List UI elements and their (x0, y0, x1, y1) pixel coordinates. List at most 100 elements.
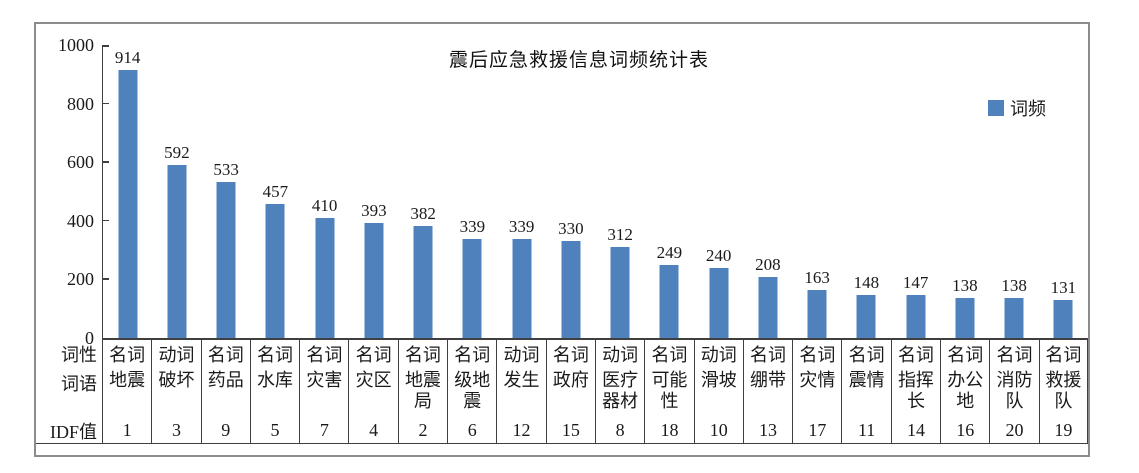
cell-idf: 4 (348, 418, 397, 443)
bar (610, 247, 630, 338)
cell-word: 绷带 (742, 368, 792, 418)
bar (856, 295, 876, 338)
bar (118, 70, 138, 338)
cell-word: 消防队 (989, 368, 1038, 418)
bar-value-label: 312 (607, 225, 633, 244)
cell-pos: 名词 (348, 340, 397, 368)
cell-word: 滑坡 (693, 368, 743, 418)
cell-word: 震情 (841, 368, 890, 418)
cell-word: 办公地 (940, 368, 989, 418)
cell-pos: 动词 (151, 340, 200, 368)
cell-idf: 20 (989, 418, 1038, 443)
cell-pos: 名词 (102, 340, 151, 368)
cell-idf: 18 (644, 418, 693, 443)
legend: 词频 (988, 95, 1046, 121)
cell-pos: 名词 (249, 340, 299, 368)
bar-column-破坏: 592 (152, 45, 201, 338)
y-tick-mark (103, 102, 109, 105)
cell-word: 药品 (200, 368, 250, 418)
bar-column-水库: 457 (251, 45, 300, 338)
bar (265, 204, 285, 338)
bar-column-级地震: 339 (448, 45, 497, 338)
bar-column-救援队: 131 (1039, 45, 1088, 338)
cell-word: 政府 (545, 368, 595, 418)
row-label-idf: IDF值 (49, 421, 97, 442)
cell-word: 灾情 (792, 368, 841, 418)
cell-idf: 13 (742, 418, 792, 443)
bar-value-label: 147 (902, 273, 929, 292)
y-tick-mark (103, 45, 109, 47)
cell-pos: 动词 (693, 340, 743, 368)
cell-word: 救援队 (1038, 368, 1088, 418)
bar-column-灾害: 410 (300, 45, 349, 338)
y-tick-mark (103, 219, 109, 222)
row-label-pos: 词性 (61, 345, 97, 365)
bar (216, 182, 236, 338)
cell-pos: 名词 (742, 340, 792, 368)
bar-value-label: 457 (262, 182, 289, 201)
cell-word: 医疗器材 (594, 368, 644, 418)
cell-word: 可能性 (644, 368, 693, 418)
cell-pos: 名词 (644, 340, 693, 368)
cell-word: 灾区 (348, 368, 397, 418)
bar (1053, 300, 1073, 338)
bar-column-地震: 914 (103, 45, 152, 338)
cell-word: 地震 (102, 368, 151, 418)
bar-column-绷带: 208 (743, 45, 792, 338)
y-tick-label: 200 (67, 269, 94, 290)
cell-pos: 名词 (299, 340, 348, 368)
cell-idf: 9 (200, 418, 250, 443)
bar (364, 223, 384, 338)
cell-pos: 名词 (989, 340, 1038, 368)
bar (758, 277, 778, 338)
cell-word: 破坏 (151, 368, 200, 418)
row-label-word: 词语 (61, 374, 97, 394)
cell-idf: 15 (545, 418, 595, 443)
cell-word: 灾害 (299, 368, 348, 418)
cell-pos: 名词 (200, 340, 250, 368)
bar-column-地震局: 382 (399, 45, 448, 338)
bar-column-滑坡: 240 (694, 45, 743, 338)
bar-column-发生: 339 (497, 45, 546, 338)
y-tick-label: 1000 (58, 35, 94, 55)
bar-column-灾情: 163 (793, 45, 842, 338)
bar (906, 295, 926, 338)
cell-idf: 19 (1038, 418, 1088, 443)
cell-word: 指挥长 (890, 368, 940, 418)
cell-pos: 动词 (594, 340, 644, 368)
cell-idf: 3 (151, 418, 200, 443)
cell-pos: 名词 (545, 340, 595, 368)
y-tick-label: 600 (67, 152, 94, 173)
cell-pos: 名词 (792, 340, 841, 368)
bar-value-label: 533 (213, 160, 239, 179)
bar-column-政府: 330 (546, 45, 595, 338)
bar-column-可能性: 249 (645, 45, 694, 338)
y-tick-label: 400 (67, 210, 94, 231)
bar-value-label: 410 (311, 196, 338, 215)
bar-value-label: 914 (114, 48, 141, 67)
cell-pos: 名词 (1038, 340, 1088, 368)
bar-column-指挥长: 147 (891, 45, 940, 338)
bar (512, 239, 532, 338)
bar (462, 239, 482, 338)
y-tick-label: 800 (67, 93, 94, 114)
bar-value-label: 592 (164, 143, 190, 162)
cell-idf: 8 (594, 418, 644, 443)
word-table: 词性 名词 动词 名词 名词 名词 名词 名词 名词 动词 名词 动词 名词 动词 名词 名词 名词 名词 名词 名词… (36, 340, 1088, 444)
cell-idf: 11 (841, 418, 890, 443)
cell-pos: 动词 (496, 340, 545, 368)
cell-word: 地震局 (397, 368, 447, 418)
cell-pos: 名词 (940, 340, 989, 368)
bar (413, 226, 433, 338)
bar (561, 241, 581, 338)
plot-area: 914 592 533 457 410 393 382 339 339 330 312 249 240 2… (102, 45, 1088, 340)
bar (1004, 298, 1024, 338)
bar (659, 265, 679, 338)
figure-border: 震后应急救援信息词频统计表 词频 0 200 400 600 800 1000 914 59… (34, 22, 1090, 457)
cell-word: 级地震 (447, 368, 496, 418)
bar (315, 218, 335, 338)
bar-value-label: 163 (804, 268, 830, 287)
cell-idf: 1 (102, 418, 151, 443)
bar-value-label: 393 (361, 201, 387, 220)
bar (709, 268, 729, 338)
